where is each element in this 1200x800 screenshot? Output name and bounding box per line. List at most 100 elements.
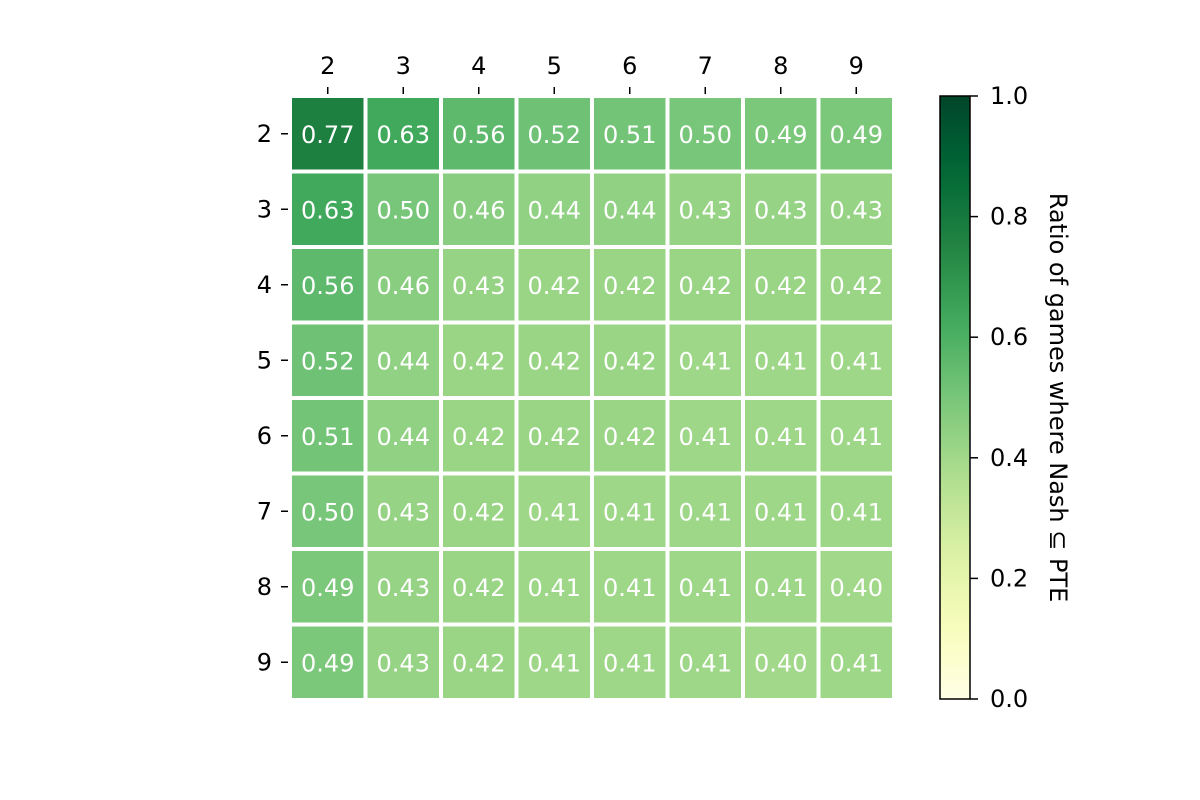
heatmap-cell [292, 475, 364, 547]
cell-value-label: 0.42 [452, 574, 505, 602]
heatmap-cell [518, 173, 590, 245]
cell-value-label: 0.41 [830, 649, 883, 677]
cell-value-label: 0.41 [679, 423, 732, 451]
heatmap-cell [820, 626, 892, 698]
colorbar-tick-label: 0.8 [990, 203, 1028, 231]
cell-value-label: 0.49 [301, 649, 354, 677]
cell-value-label: 0.42 [679, 272, 732, 300]
cell-value-label: 0.52 [528, 121, 581, 149]
colorbar-tick-label: 0.0 [990, 685, 1028, 713]
cell-value-label: 0.77 [301, 121, 354, 149]
x-axis-ticks: 2 3 4 5 6 7 8 9 [320, 52, 864, 94]
heatmap-cell [292, 400, 364, 472]
y-tick-label: 9 [257, 648, 272, 676]
heatmap-cell [367, 249, 439, 321]
cell-value-label: 0.41 [603, 649, 656, 677]
cell-value-label: 0.41 [528, 574, 581, 602]
y-tick-label: 4 [257, 271, 272, 299]
cell-value-label: 0.41 [603, 498, 656, 526]
cell-value-label: 0.41 [528, 498, 581, 526]
cell-value-label: 0.42 [603, 347, 656, 375]
heatmap-cell [669, 551, 741, 623]
heatmap-cell [820, 249, 892, 321]
cell-value-label: 0.41 [754, 423, 807, 451]
heatmap-cell [443, 324, 515, 396]
heatmap-cell [669, 98, 741, 170]
cell-value-label: 0.41 [679, 498, 732, 526]
heatmap-cell [518, 475, 590, 547]
heatmap-cell [443, 475, 515, 547]
y-tick-label: 2 [257, 120, 272, 148]
cell-value-label: 0.41 [754, 347, 807, 375]
cell-value-label: 0.43 [377, 649, 430, 677]
cell-value-label: 0.50 [377, 196, 430, 224]
y-axis-ticks: 2 3 4 5 6 7 8 9 [257, 120, 288, 676]
cell-value-label: 0.43 [377, 498, 430, 526]
heatmap-cell [367, 475, 439, 547]
heatmap-cell [745, 249, 817, 321]
heatmap-cell [367, 98, 439, 170]
y-tick-label: 7 [257, 497, 272, 525]
cell-value-label: 0.42 [754, 272, 807, 300]
x-tick-label: 8 [773, 52, 788, 80]
cell-value-label: 0.42 [452, 498, 505, 526]
heatmap-cell [594, 249, 666, 321]
cell-value-label: 0.46 [452, 196, 505, 224]
cell-value-label: 0.46 [377, 272, 430, 300]
x-tick-label: 4 [471, 52, 486, 80]
cell-value-label: 0.43 [830, 196, 883, 224]
x-tick-label: 2 [320, 52, 335, 80]
heatmap-cell [292, 626, 364, 698]
heatmap-cell [443, 400, 515, 472]
cell-value-label: 0.41 [754, 574, 807, 602]
cell-value-label: 0.43 [754, 196, 807, 224]
heatmap-cell [820, 98, 892, 170]
x-tick-label: 7 [698, 52, 713, 80]
heatmap-cell [745, 98, 817, 170]
heatmap-cell [292, 98, 364, 170]
cell-value-label: 0.50 [679, 121, 732, 149]
x-tick-label: 6 [622, 52, 637, 80]
cell-value-label: 0.40 [830, 574, 883, 602]
y-tick-label: 5 [257, 346, 272, 374]
cell-value-label: 0.51 [603, 121, 656, 149]
heatmap-cell [745, 626, 817, 698]
heatmap-cell [292, 324, 364, 396]
heatmap-cell [518, 98, 590, 170]
cell-value-label: 0.41 [528, 649, 581, 677]
cell-value-label: 0.42 [452, 423, 505, 451]
heatmap-cell [518, 249, 590, 321]
cell-value-label: 0.49 [830, 121, 883, 149]
heatmap-cell [594, 626, 666, 698]
heatmap-cell [820, 173, 892, 245]
cell-value-label: 0.42 [528, 347, 581, 375]
cell-value-label: 0.51 [301, 423, 354, 451]
heatmap-cell [669, 626, 741, 698]
y-tick-label: 3 [257, 195, 272, 223]
heatmap-cell [669, 173, 741, 245]
cell-value-label: 0.40 [754, 649, 807, 677]
cell-value-label: 0.41 [679, 347, 732, 375]
y-tick-label: 8 [257, 573, 272, 601]
cell-value-label: 0.49 [754, 121, 807, 149]
heatmap-cell [745, 551, 817, 623]
cell-value-label: 0.56 [452, 121, 505, 149]
colorbar-ticks: 0.0 0.2 0.4 0.6 0.8 1.0 [970, 82, 1028, 713]
heatmap-cell [367, 173, 439, 245]
colorbar-tick-label: 0.4 [990, 444, 1028, 472]
cell-value-label: 0.44 [603, 196, 656, 224]
heatmap-cell [594, 551, 666, 623]
cell-value-label: 0.42 [528, 272, 581, 300]
heatmap-cell [669, 324, 741, 396]
x-tick-label: 5 [547, 52, 562, 80]
heatmap-cell [292, 551, 364, 623]
heatmap-cell [669, 475, 741, 547]
cell-value-label: 0.41 [830, 423, 883, 451]
colorbar-tick-label: 0.6 [990, 323, 1028, 351]
heatmap-cell [367, 551, 439, 623]
heatmap-cell [518, 400, 590, 472]
heatmap-cell [745, 475, 817, 547]
y-tick-label: 6 [257, 422, 272, 450]
cell-value-label: 0.44 [377, 423, 430, 451]
cell-value-label: 0.41 [679, 574, 732, 602]
